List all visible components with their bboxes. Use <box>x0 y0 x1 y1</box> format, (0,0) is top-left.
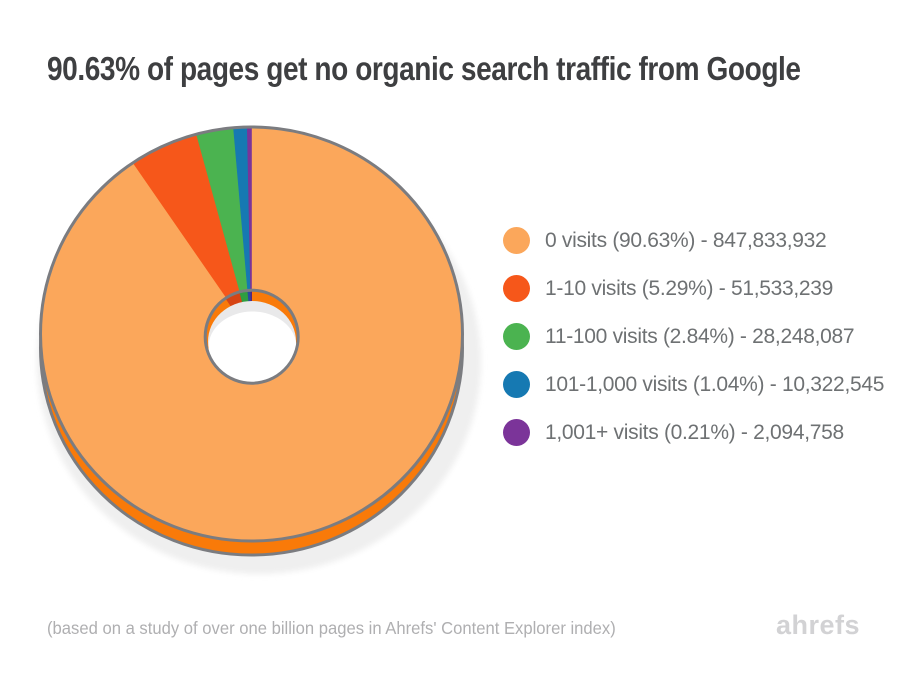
legend-swatch <box>503 419 530 446</box>
legend-item: 1,001+ visits (0.21%) - 2,094,758 <box>503 419 884 446</box>
legend-swatch <box>503 275 530 302</box>
legend-item: 0 visits (90.63%) - 847,833,932 <box>503 227 884 254</box>
legend-item: 101-1,000 visits (1.04%) - 10,322,545 <box>503 371 884 398</box>
legend-swatch <box>503 323 530 350</box>
legend-item: 1-10 visits (5.29%) - 51,533,239 <box>503 275 884 302</box>
legend: 0 visits (90.63%) - 847,833,932 1-10 visi… <box>503 227 884 467</box>
legend-swatch <box>503 371 530 398</box>
legend-swatch <box>503 227 530 254</box>
legend-label: 101-1,000 visits (1.04%) - 10,322,545 <box>545 372 885 396</box>
hole-floor <box>208 311 297 383</box>
legend-label: 0 visits (90.63%) - 847,833,932 <box>545 228 827 252</box>
ahrefs-logo: ahrefs <box>775 610 860 640</box>
legend-label: 1-10 visits (5.29%) - 51,533,239 <box>545 276 834 300</box>
pie-outline <box>39 125 464 543</box>
legend-label: 1,001+ visits (0.21%) - 2,094,758 <box>545 420 844 444</box>
legend-label: 11-100 visits (2.84%) - 28,248,087 <box>545 324 855 348</box>
hole-outline <box>203 288 300 385</box>
footnote: (based on a study of over one billion pa… <box>47 618 616 638</box>
chart-title: 90.63% of pages get no organic search tr… <box>47 50 801 87</box>
legend-item: 11-100 visits (2.84%) - 28,248,087 <box>503 323 884 350</box>
